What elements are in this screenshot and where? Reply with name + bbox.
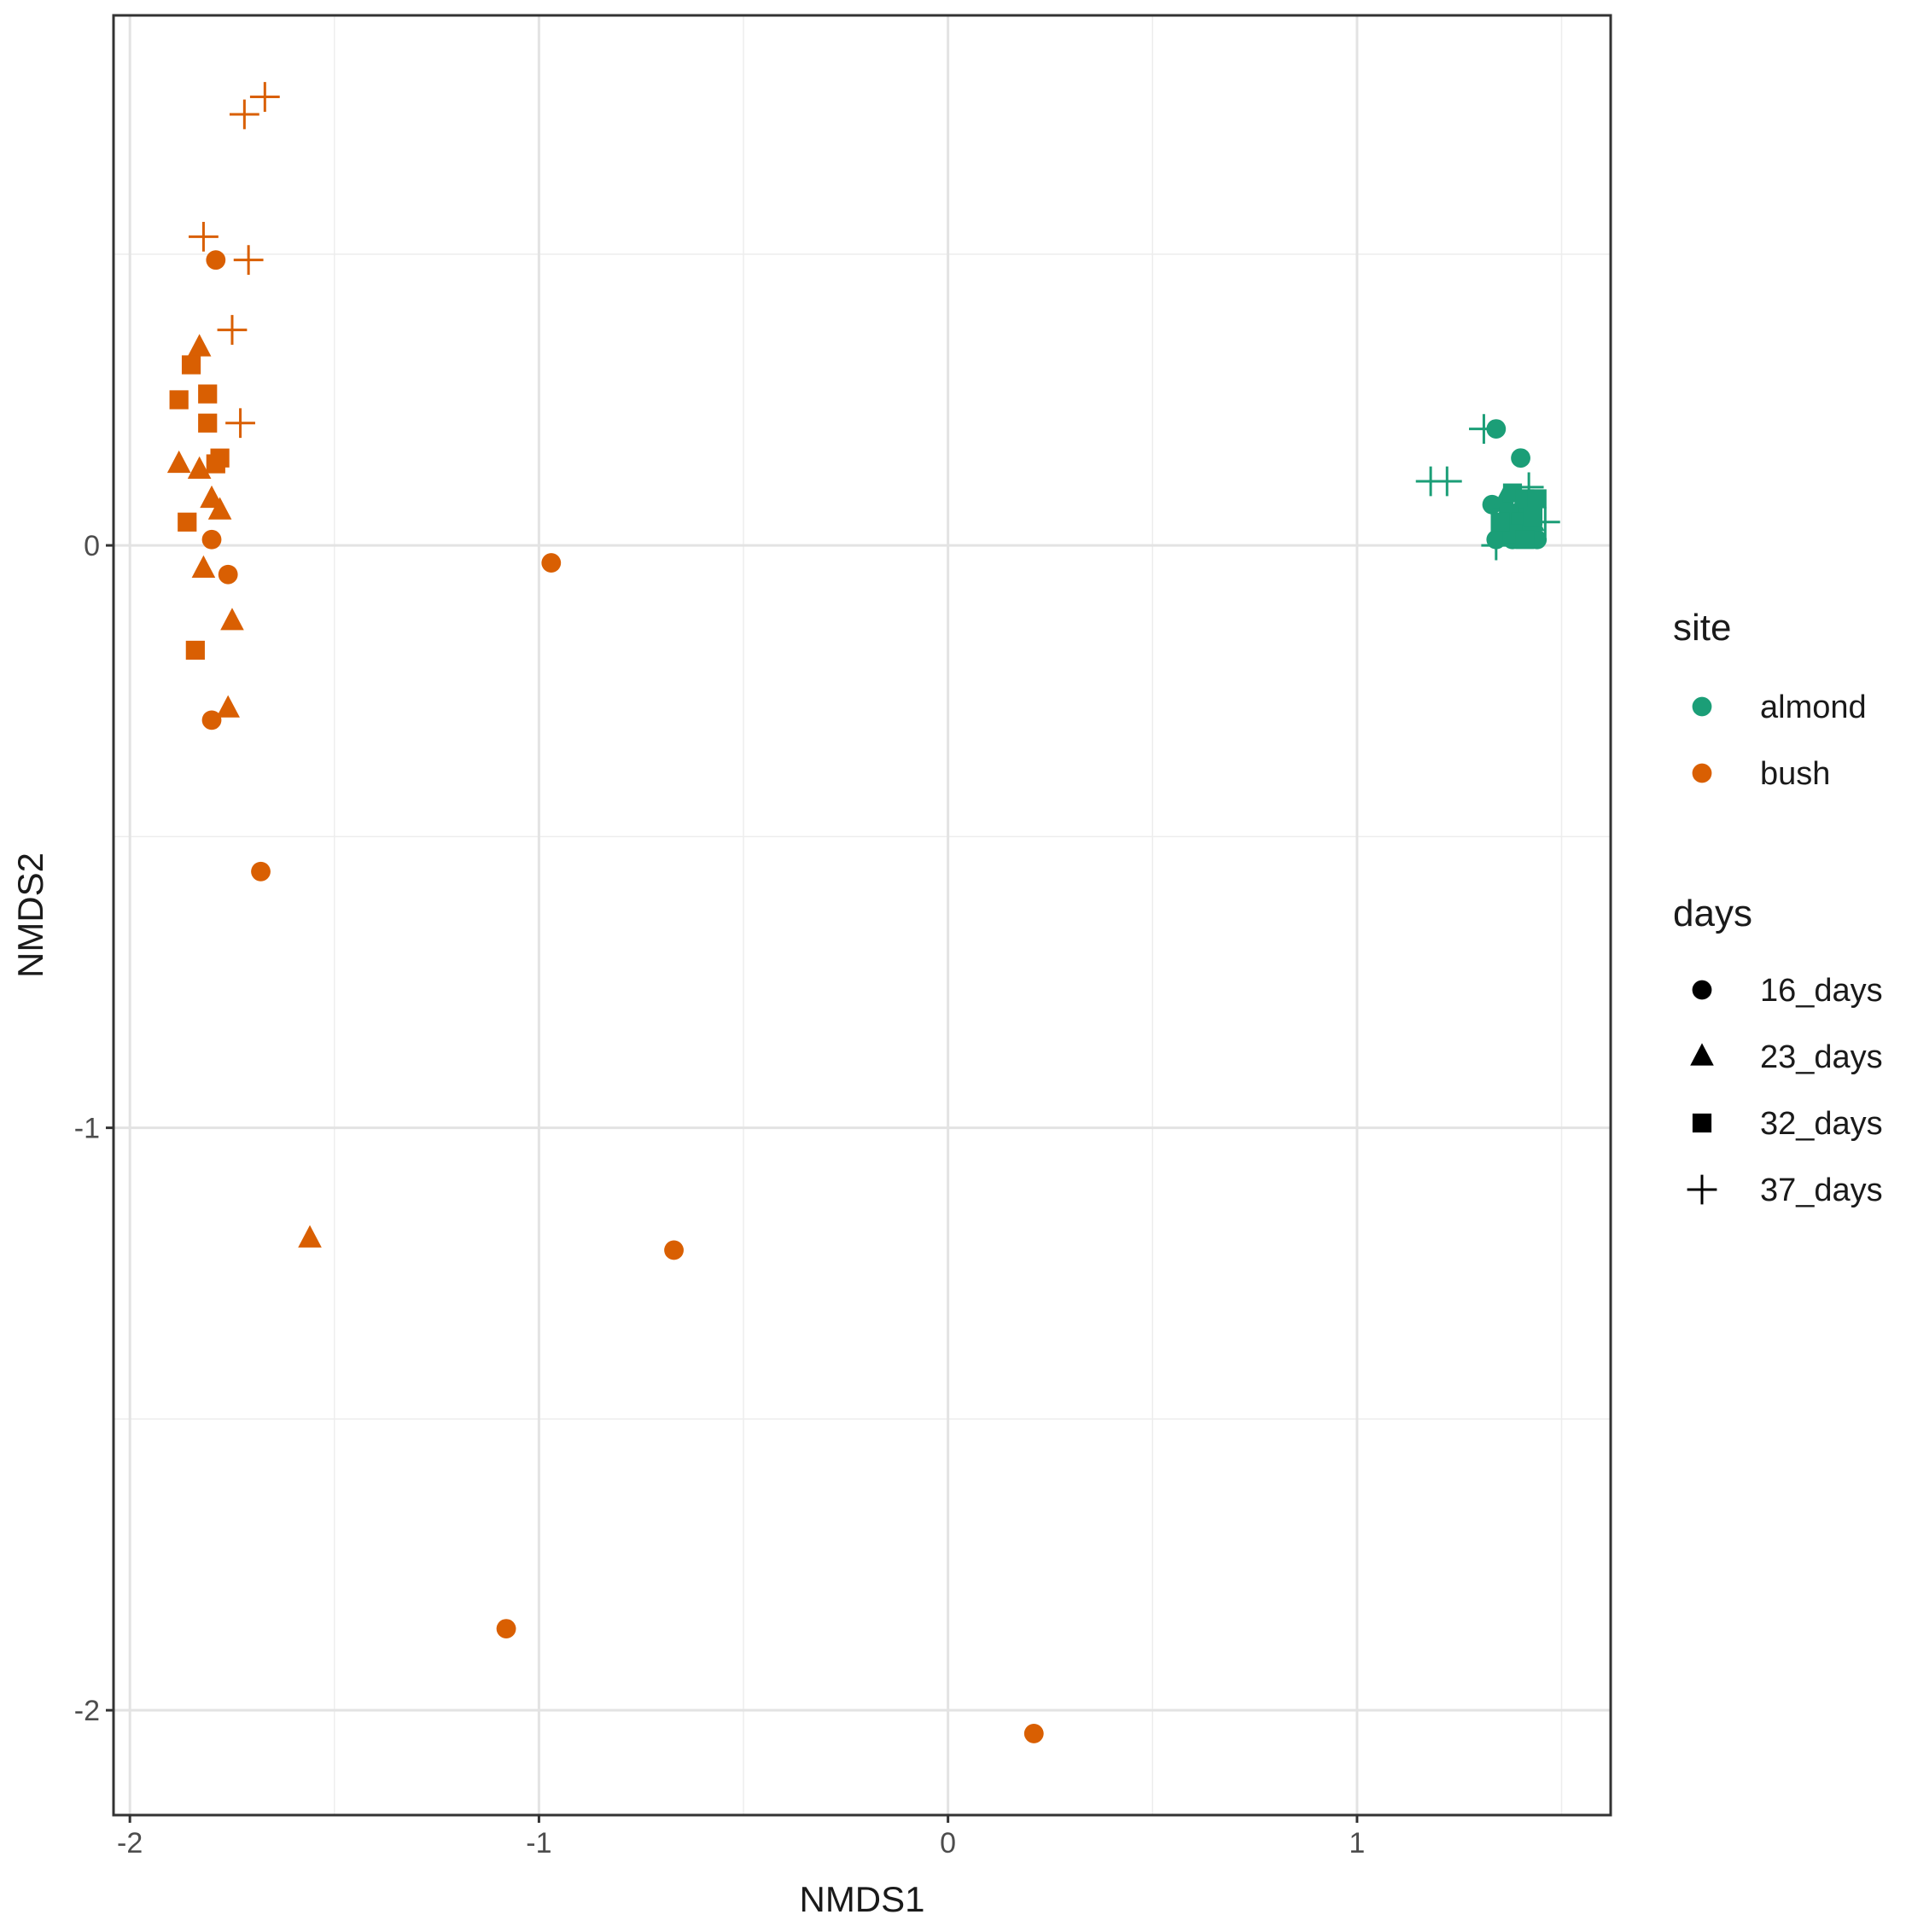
point-almond-square [1490, 512, 1510, 532]
legend-site-title: site [1673, 607, 1731, 649]
x-tick-label: 1 [1349, 1827, 1365, 1859]
legend-label-37-days: 37_days [1760, 1173, 1883, 1208]
legend-key-almond [1692, 696, 1712, 717]
point-bush-triangle [220, 608, 244, 631]
point-bush-circle [1023, 1724, 1044, 1743]
point-bush-square [198, 413, 218, 433]
point-bush-triangle [166, 450, 191, 474]
point-bush-plus [233, 245, 264, 276]
point-almond-circle [1486, 419, 1507, 439]
point-bush-triangle [298, 1225, 322, 1248]
point-almond-circle [1511, 448, 1530, 468]
point-bush-triangle [187, 334, 212, 357]
point-almond-circle [1486, 529, 1507, 550]
x-tick-label: -1 [526, 1827, 551, 1859]
axis-ticks: -2 -1 0 1 -2 -1 0 [74, 530, 1366, 1859]
point-bush-square [181, 355, 201, 375]
legend-days-title: days [1673, 893, 1752, 934]
point-bush-circle [541, 553, 562, 573]
point-bush-circle [664, 1240, 684, 1260]
point-bush-plus [229, 99, 259, 130]
point-bush-triangle [216, 695, 240, 718]
point-bush-triangle [191, 555, 216, 578]
point-bush-square [169, 390, 189, 410]
point-almond-square [1523, 506, 1543, 527]
x-axis-title: NMDS1 [799, 1879, 924, 1919]
legend-key-triangle [1690, 1043, 1714, 1066]
legend-label-32-days: 32_days [1760, 1106, 1883, 1142]
legend-key-circle [1692, 980, 1712, 1000]
point-bush-square [178, 512, 197, 532]
legend-label-almond: almond [1760, 690, 1867, 725]
legend-key-bush [1692, 763, 1712, 783]
point-bush-circle [206, 250, 226, 271]
point-bush-circle [496, 1619, 516, 1638]
point-almond-square [1527, 489, 1547, 509]
point-bush-plus [189, 221, 219, 252]
data-points [166, 82, 1560, 1743]
y-tick-label: -1 [74, 1113, 100, 1145]
y-tick-label: 0 [84, 530, 100, 562]
legend-key-square [1692, 1113, 1712, 1133]
point-bush-square [206, 454, 225, 474]
point-bush-triangle [187, 456, 212, 479]
point-bush-triangle [207, 497, 232, 520]
legend-key-plus [1687, 1174, 1717, 1205]
point-bush-circle [251, 861, 271, 882]
point-almond-square [1515, 530, 1535, 550]
point-bush-circle [218, 564, 238, 585]
point-bush-circle [201, 710, 222, 730]
point-bush-plus [249, 82, 280, 112]
point-bush-square [198, 384, 218, 404]
y-axis-title: NMDS2 [10, 853, 50, 978]
point-bush-circle [201, 529, 222, 550]
legend-label-23-days: 23_days [1760, 1039, 1883, 1075]
point-bush-plus [225, 408, 255, 439]
legend: site almond bush days 16_days 23_days 32… [1673, 607, 1883, 1208]
plot-panel-border [112, 14, 1612, 1817]
point-almond-plus [1431, 466, 1462, 497]
grid-lines [114, 15, 1611, 1815]
legend-label-bush: bush [1760, 756, 1830, 792]
legend-label-16-days: 16_days [1760, 973, 1883, 1009]
legend-keys [1687, 696, 1717, 1205]
point-bush-plus [217, 315, 248, 345]
x-tick-label: 0 [940, 1827, 956, 1859]
y-tick-label: -2 [74, 1695, 100, 1727]
point-bush-square [185, 640, 205, 660]
x-tick-label: -2 [117, 1827, 143, 1859]
